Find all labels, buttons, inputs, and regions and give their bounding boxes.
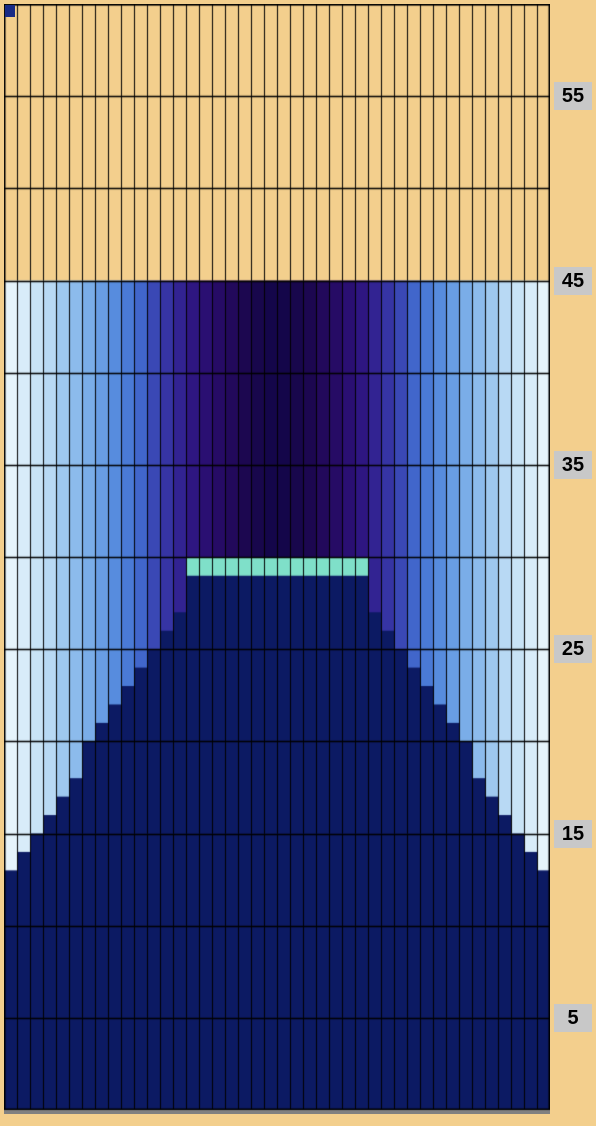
y-tick-label: 35	[554, 451, 592, 479]
corner-mark	[5, 5, 15, 17]
y-tick-label: 25	[554, 635, 592, 663]
y-tick-label: 15	[554, 820, 592, 848]
plot-area	[4, 4, 550, 1114]
chart-frame: 5 15 25 35 45 55	[0, 0, 596, 1126]
y-tick-label: 45	[554, 267, 592, 295]
y-tick-label: 5	[554, 1004, 592, 1032]
y-tick-label: 55	[554, 82, 592, 110]
heatmap-canvas	[4, 4, 550, 1114]
